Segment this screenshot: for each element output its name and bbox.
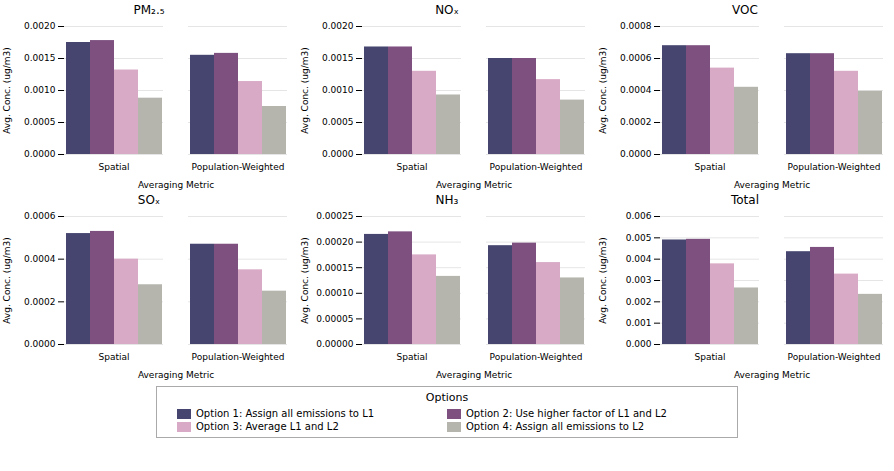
html-text:Option 4: Assign all emissions: Option 4: Assign all emissions to L2 — [466, 421, 645, 432]
svg-text:Averaging Metric: Averaging Metric — [436, 180, 512, 190]
html-text:VOC: VOC — [732, 3, 758, 17]
svg-text:Spatial: Spatial — [397, 162, 428, 172]
svg-text:0.0000: 0.0000 — [620, 149, 652, 159]
html-text:Options: Options — [425, 391, 469, 404]
svg-text:0.00015: 0.00015 — [316, 263, 353, 273]
svg-text:Spatial: Spatial — [99, 162, 130, 172]
svg-text:Avg. Conc. (ug/m3): Avg. Conc. (ug/m3) — [300, 237, 310, 324]
svg-text:Population-Weighted: Population-Weighted — [192, 162, 285, 172]
html-text:Total: Total — [731, 193, 759, 207]
svg-text:Averaging Metric: Averaging Metric — [734, 180, 810, 190]
svg-text:0.0010: 0.0010 — [322, 85, 354, 95]
svg-text:0.000: 0.000 — [626, 339, 652, 349]
svg-text:Spatial: Spatial — [99, 352, 130, 362]
svg-text:0.0004: 0.0004 — [620, 85, 652, 95]
svg-text:0.00020: 0.00020 — [316, 237, 353, 247]
svg-text:0.0000: 0.0000 — [24, 339, 56, 349]
svg-text:Avg. Conc. (ug/m3): Avg. Conc. (ug/m3) — [2, 47, 12, 134]
svg-text:0.004: 0.004 — [626, 254, 652, 264]
svg-text:0.001: 0.001 — [626, 318, 652, 328]
svg-text:Spatial: Spatial — [695, 352, 726, 362]
svg-text:Spatial: Spatial — [695, 162, 726, 172]
svg-text:0.0000: 0.0000 — [322, 149, 354, 159]
svg-text:Population-Weighted: Population-Weighted — [788, 352, 881, 362]
svg-text:Spatial: Spatial — [397, 352, 428, 362]
svg-text:Population-Weighted: Population-Weighted — [788, 162, 881, 172]
svg-text:Avg. Conc. (ug/m3): Avg. Conc. (ug/m3) — [598, 47, 608, 134]
svg-text:0.00005: 0.00005 — [316, 314, 353, 324]
svg-text:0.0005: 0.0005 — [24, 117, 56, 127]
svg-text:0.0002: 0.0002 — [620, 117, 652, 127]
svg-text:Population-Weighted: Population-Weighted — [192, 352, 285, 362]
html-text:Option 2: Use higher factor of: Option 2: Use higher factor of L1 and L2 — [466, 408, 667, 419]
html-text:PM₂.₅: PM₂.₅ — [133, 3, 165, 17]
svg-text:0.0005: 0.0005 — [322, 117, 354, 127]
svg-text:0.0020: 0.0020 — [24, 21, 56, 31]
svg-text:0.0020: 0.0020 — [322, 21, 354, 31]
svg-text:Averaging Metric: Averaging Metric — [436, 370, 512, 380]
svg-text:0.0000: 0.0000 — [24, 149, 56, 159]
svg-text:Averaging Metric: Averaging Metric — [734, 370, 810, 380]
svg-text:Avg. Conc. (ug/m3): Avg. Conc. (ug/m3) — [2, 237, 12, 324]
svg-text:0.00010: 0.00010 — [316, 288, 353, 298]
svg-text:Population-Weighted: Population-Weighted — [490, 352, 583, 362]
svg-text:Avg. Conc. (ug/m3): Avg. Conc. (ug/m3) — [598, 237, 608, 324]
svg-text:Averaging Metric: Averaging Metric — [138, 370, 214, 380]
html-text:Option 1: Assign all emissions: Option 1: Assign all emissions to L1 — [196, 408, 375, 419]
svg-text:0.0004: 0.0004 — [24, 254, 56, 264]
svg-text:0.0010: 0.0010 — [24, 85, 56, 95]
svg-text:0.00025: 0.00025 — [316, 211, 353, 221]
svg-text:Averaging Metric: Averaging Metric — [138, 180, 214, 190]
svg-text:0.0008: 0.0008 — [620, 21, 652, 31]
svg-text:0.003: 0.003 — [626, 275, 652, 285]
svg-text:0.0015: 0.0015 — [24, 53, 56, 63]
svg-text:0.00000: 0.00000 — [316, 339, 353, 349]
svg-text:0.0015: 0.0015 — [322, 53, 354, 63]
svg-text:0.0002: 0.0002 — [24, 297, 56, 307]
svg-text:Avg. Conc. (ug/m3): Avg. Conc. (ug/m3) — [300, 47, 310, 134]
svg-text:Population-Weighted: Population-Weighted — [490, 162, 583, 172]
html-text:NOₓ: NOₓ — [435, 3, 459, 17]
svg-text:0.002: 0.002 — [626, 297, 652, 307]
svg-text:0.0006: 0.0006 — [620, 53, 652, 63]
html-text:NH₃: NH₃ — [435, 193, 459, 207]
html-text:Option 3: Average L1 and L2: Option 3: Average L1 and L2 — [196, 421, 339, 432]
html-text:SOₓ: SOₓ — [137, 193, 161, 207]
svg-text:0.0006: 0.0006 — [24, 211, 56, 221]
svg-text:0.006: 0.006 — [626, 211, 652, 221]
svg-text:0.005: 0.005 — [626, 233, 652, 243]
